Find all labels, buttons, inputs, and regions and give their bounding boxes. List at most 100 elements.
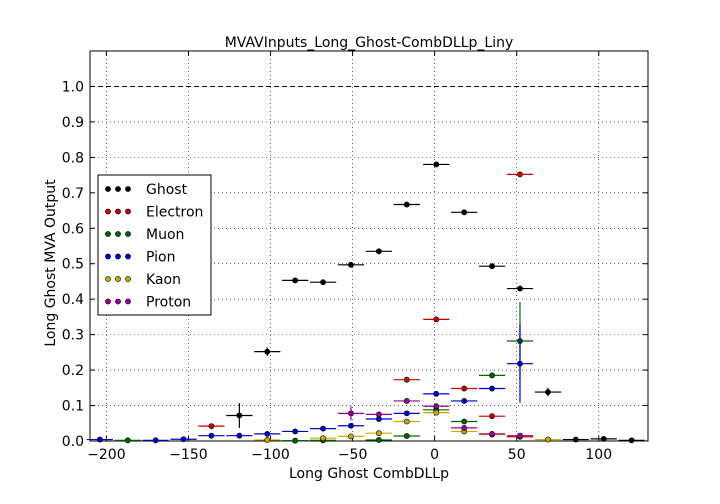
data-point bbox=[433, 403, 440, 410]
data-point bbox=[264, 348, 271, 355]
legend-marker bbox=[115, 208, 121, 215]
data-point bbox=[517, 285, 523, 292]
legend-marker bbox=[105, 253, 111, 260]
data-point bbox=[403, 398, 410, 404]
legend-marker bbox=[125, 253, 131, 260]
series-pion bbox=[86, 324, 534, 444]
data-point bbox=[433, 409, 440, 416]
legend-marker bbox=[115, 231, 121, 237]
legend-marker bbox=[115, 186, 121, 192]
data-point bbox=[544, 389, 551, 395]
data-point bbox=[236, 432, 243, 439]
legend-marker bbox=[125, 298, 131, 305]
data-point bbox=[461, 385, 468, 392]
legend: Ghost Electron Muon Pion Kaon Proton bbox=[97, 174, 212, 316]
x-axis-label: Long Ghost CombDLLp bbox=[289, 466, 449, 482]
y-axis-label: Long Ghost MVA Output bbox=[43, 179, 59, 347]
series-ghost bbox=[226, 161, 645, 444]
data-point bbox=[517, 360, 523, 367]
y-tick-label: 0.5 bbox=[62, 257, 84, 273]
data-point bbox=[375, 430, 382, 437]
x-tick-label: 100 bbox=[585, 447, 612, 463]
chart-title: MVAVInputs_Long_Ghost-CombDLLp_Liny bbox=[225, 35, 514, 51]
legend-marker bbox=[105, 298, 111, 305]
data-point bbox=[375, 411, 382, 418]
series-electron bbox=[198, 171, 534, 440]
legend-label: Kaon bbox=[146, 272, 181, 288]
data-point bbox=[208, 423, 215, 430]
data-point bbox=[292, 277, 299, 284]
data-point bbox=[348, 433, 354, 440]
legend-marker bbox=[115, 276, 121, 282]
x-tick-label: 50 bbox=[508, 447, 526, 463]
data-point bbox=[433, 390, 440, 397]
data-point bbox=[292, 437, 299, 444]
data-point bbox=[433, 161, 440, 168]
legend-label: Pion bbox=[146, 250, 175, 266]
data-point bbox=[628, 437, 635, 444]
data-point bbox=[517, 171, 523, 178]
data-point bbox=[96, 436, 103, 443]
data-point bbox=[320, 425, 326, 432]
x-tick-label: −50 bbox=[338, 447, 368, 463]
data-point bbox=[348, 422, 354, 429]
legend-box bbox=[97, 174, 212, 316]
data-point bbox=[489, 372, 495, 379]
data-point bbox=[433, 316, 440, 323]
data-point bbox=[489, 263, 495, 270]
legend-marker bbox=[125, 231, 131, 237]
data-point bbox=[461, 209, 468, 216]
y-tick-label: 0.1 bbox=[62, 399, 84, 415]
legend-marker bbox=[105, 208, 111, 215]
data-point bbox=[403, 201, 410, 208]
data-point bbox=[489, 385, 495, 392]
y-tick-label: 0.0 bbox=[62, 434, 84, 450]
y-tick-label: 0.7 bbox=[62, 186, 84, 202]
data-point bbox=[600, 435, 607, 442]
data-point bbox=[403, 376, 410, 383]
data-point bbox=[461, 424, 468, 431]
data-point bbox=[572, 436, 579, 443]
data-point bbox=[348, 261, 354, 268]
data-point bbox=[320, 435, 326, 442]
data-point bbox=[292, 428, 299, 435]
x-tick-label: −150 bbox=[169, 447, 207, 463]
data-point bbox=[375, 437, 382, 443]
y-tick-label: 0.8 bbox=[62, 150, 84, 166]
data-point bbox=[461, 418, 468, 425]
x-tick-label: −200 bbox=[87, 447, 125, 463]
data-point bbox=[403, 418, 410, 425]
series-muon bbox=[114, 302, 534, 444]
y-tick-label: 0.3 bbox=[62, 328, 84, 344]
data-point bbox=[489, 413, 495, 420]
legend-label: Ghost bbox=[146, 182, 188, 198]
legend-marker bbox=[105, 231, 111, 237]
data-point bbox=[544, 436, 551, 443]
data-point bbox=[264, 437, 271, 443]
data-point bbox=[180, 436, 187, 443]
data-point bbox=[461, 398, 468, 404]
legend-marker bbox=[105, 186, 111, 192]
legend-marker bbox=[115, 253, 121, 260]
legend-marker bbox=[115, 298, 121, 305]
data-point bbox=[152, 437, 159, 444]
legend-label: Muon bbox=[146, 227, 184, 243]
series-proton bbox=[337, 398, 534, 439]
data-point bbox=[517, 432, 523, 439]
data-point bbox=[236, 412, 243, 419]
plot-frame bbox=[89, 50, 649, 442]
y-tick-label: 0.6 bbox=[62, 221, 84, 237]
legend-marker bbox=[125, 208, 131, 215]
x-tick-label: −100 bbox=[251, 447, 289, 463]
data-point bbox=[264, 431, 271, 437]
y-tick-label: 1.0 bbox=[62, 79, 84, 95]
y-tick-label: 0.9 bbox=[62, 115, 84, 131]
data-point bbox=[348, 410, 354, 417]
legend-label: Electron bbox=[146, 205, 203, 221]
legend-label: Proton bbox=[146, 295, 191, 311]
data-point bbox=[489, 431, 495, 437]
legend-marker bbox=[105, 276, 111, 282]
x-tick-label: 0 bbox=[430, 447, 439, 463]
data-point bbox=[403, 410, 410, 417]
